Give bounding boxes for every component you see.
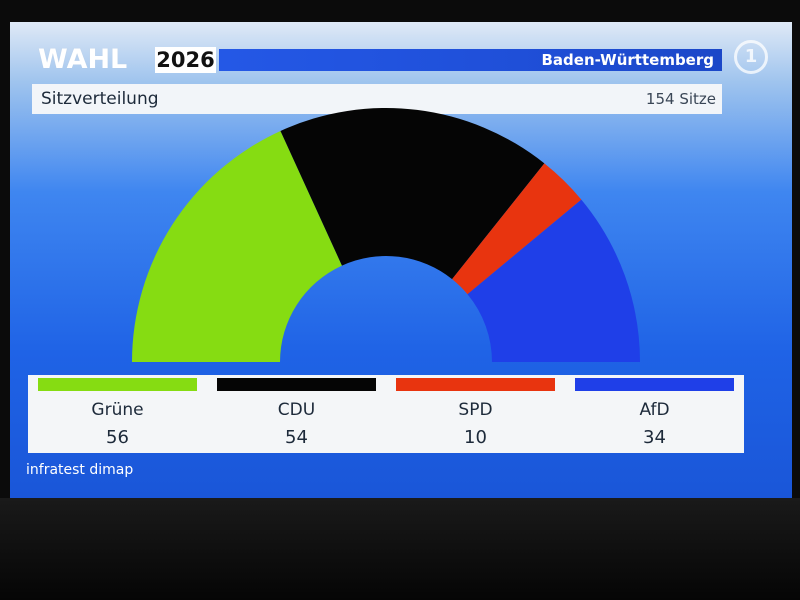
subheader-bar: Sitzverteilung 154 Sitze xyxy=(32,84,722,114)
party-name: AfD xyxy=(639,400,670,420)
chart-legend: Grüne 56 CDU 54 SPD 10 AfD 34 xyxy=(28,375,744,453)
total-seats: 154 Sitze xyxy=(645,90,716,108)
party-seats: 54 xyxy=(285,427,308,448)
seat-segment-gr-ne xyxy=(132,130,342,362)
seat-segment-spd xyxy=(452,163,582,295)
party-seats: 34 xyxy=(643,427,666,448)
tv-screen: WAHL 2026 Baden-Württemberg 1 Sitzvertei… xyxy=(10,22,792,498)
election-year: 2026 xyxy=(155,47,216,73)
party-name: SPD xyxy=(458,400,493,420)
legend-item: Grüne 56 xyxy=(28,375,207,453)
party-seats: 56 xyxy=(106,427,129,448)
wahl-logo-text: WAHL xyxy=(38,44,128,75)
seat-segment-cdu xyxy=(280,108,545,280)
party-seats: 10 xyxy=(464,427,487,448)
legend-swatch xyxy=(575,378,734,391)
channel-logo-icon: 1 xyxy=(734,40,768,74)
legend-item: CDU 54 xyxy=(207,375,386,453)
data-source: infratest dimap xyxy=(26,462,134,478)
region-label: Baden-Württemberg xyxy=(541,51,714,69)
legend-swatch xyxy=(396,378,555,391)
party-name: CDU xyxy=(277,400,316,420)
tv-bezel-bottom xyxy=(0,498,800,600)
legend-swatch xyxy=(217,378,376,391)
legend-item: SPD 10 xyxy=(386,375,565,453)
seat-distribution-chart xyxy=(132,108,640,362)
election-header: WAHL 2026 Baden-Württemberg xyxy=(32,44,722,75)
seat-segment-afd xyxy=(467,199,640,362)
party-name: Grüne xyxy=(91,400,144,420)
region-bar: Baden-Württemberg xyxy=(219,49,722,71)
legend-item: AfD 34 xyxy=(565,375,744,453)
chart-title: Sitzverteilung xyxy=(41,89,159,109)
legend-swatch xyxy=(38,378,197,391)
